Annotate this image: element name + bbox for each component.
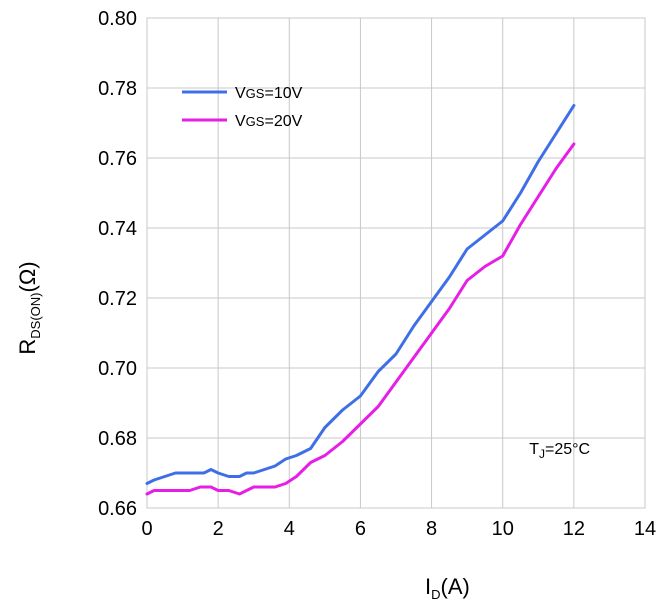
y-axis-title: RDS(ON)(Ω)	[15, 261, 43, 354]
series-group	[145, 104, 576, 496]
y-tick-label: 0.72	[98, 288, 137, 310]
plot-frame	[146, 17, 646, 509]
x-tick-label: 8	[426, 518, 437, 540]
junction-temperature-annotation: TJ=25°C	[529, 441, 590, 461]
legend: VGS=10V VGS=20V	[182, 85, 303, 130]
x-axis-title-main: I	[425, 574, 431, 599]
y-axis-title-unit: (Ω)	[15, 261, 40, 292]
y-tick-label: 0.74	[98, 218, 137, 240]
x-tick-labels: 0 2 4 6 8 10 12 14	[141, 518, 656, 540]
x-tick-label: 6	[355, 518, 366, 540]
annotation-main: T	[529, 441, 539, 458]
x-tick-label: 14	[634, 518, 656, 540]
series-line-vgs-20v	[145, 142, 576, 496]
series-line-vgs-10v	[145, 104, 576, 485]
legend-label-vgs-20v-rest: =20V	[264, 113, 302, 130]
x-tick-label: 4	[284, 518, 295, 540]
y-tick-label: 0.66	[98, 498, 137, 520]
y-tick-label: 0.78	[98, 78, 137, 100]
legend-label-vgs-10v: VGS=10V	[235, 85, 303, 102]
y-tick-label: 0.76	[98, 148, 137, 170]
x-tick-label: 12	[563, 518, 585, 540]
legend-label-vgs-20v-main: V	[235, 113, 246, 130]
annotation-sub: J	[539, 447, 545, 461]
legend-label-vgs-10v-main: V	[235, 85, 246, 102]
x-axis-title-sub: D	[431, 587, 440, 602]
y-tick-label: 0.70	[98, 358, 137, 380]
y-tick-label: 0.68	[98, 428, 137, 450]
x-axis-title: ID(A)	[425, 574, 470, 602]
x-axis-title-unit: (A)	[441, 574, 470, 599]
legend-label-vgs-10v-rest: =10V	[264, 85, 302, 102]
y-axis-title-sub: DS(ON)	[28, 293, 43, 339]
y-tick-label: 0.80	[98, 8, 137, 30]
legend-label-vgs-20v-sub: GS	[246, 114, 265, 129]
legend-label-vgs-20v: VGS=20V	[235, 113, 303, 130]
y-tick-labels: 0.66 0.68 0.70 0.72 0.74 0.76 0.78 0.80	[98, 8, 137, 520]
annotation-rest: =25°C	[545, 441, 590, 458]
y-axis-title-main: R	[15, 339, 40, 355]
legend-label-vgs-10v-sub: GS	[246, 86, 265, 101]
x-tick-label: 2	[213, 518, 224, 540]
x-tick-label: 10	[492, 518, 514, 540]
x-tick-label: 0	[141, 518, 152, 540]
